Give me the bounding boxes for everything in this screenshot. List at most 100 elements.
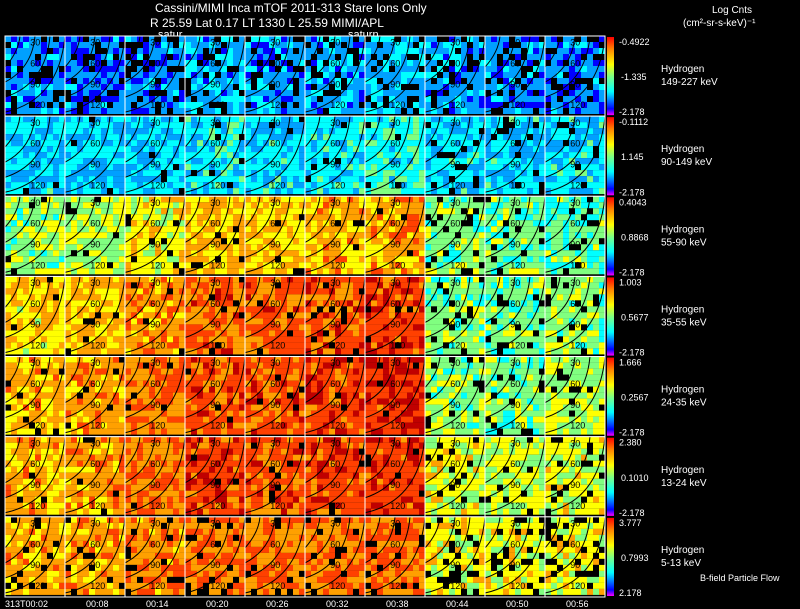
pixel	[317, 214, 323, 221]
pixel	[209, 226, 215, 233]
pixel	[581, 176, 587, 183]
pixel	[131, 250, 137, 257]
pixel	[35, 152, 41, 159]
pixel	[35, 196, 41, 203]
pixel	[17, 102, 23, 108]
pixel	[581, 152, 587, 159]
pitch-angle-contour	[4, 196, 36, 243]
pixel	[179, 348, 185, 355]
pixel	[113, 238, 119, 245]
pixel	[587, 182, 593, 189]
pixel	[293, 90, 299, 96]
pixel	[149, 54, 155, 60]
contour-label: 60	[150, 59, 160, 69]
pixel	[35, 202, 41, 209]
pixel	[155, 306, 161, 313]
pixel	[161, 72, 167, 78]
pixel	[59, 122, 65, 129]
pixel	[551, 42, 557, 48]
pixel	[539, 262, 545, 269]
pixel	[491, 226, 497, 233]
pixel	[149, 146, 155, 153]
pixel	[137, 164, 143, 171]
pixel	[317, 256, 323, 263]
pixel	[107, 288, 113, 295]
pixel	[251, 42, 257, 48]
pixel	[389, 72, 395, 78]
pixel	[35, 324, 41, 331]
contour-label: 120	[330, 100, 345, 110]
pitch-angle-contour	[544, 116, 591, 178]
pixel	[497, 244, 503, 251]
pitch-angle-contour	[124, 35, 186, 113]
pixel	[311, 288, 317, 295]
pixel	[443, 78, 449, 84]
pixel	[515, 96, 521, 102]
pixel	[77, 282, 83, 289]
pixel	[359, 250, 365, 257]
pixel	[23, 78, 29, 84]
pixel	[179, 196, 185, 203]
pixel	[287, 244, 293, 251]
pixel	[275, 262, 281, 269]
pixel	[395, 140, 401, 147]
pixel	[263, 208, 269, 215]
pitch-angle-contour	[184, 35, 216, 83]
pixel	[515, 42, 521, 48]
pixel	[113, 250, 119, 257]
pixel	[71, 134, 77, 141]
pixel	[335, 90, 341, 96]
pixel	[431, 182, 437, 189]
pixel	[581, 158, 587, 165]
pixel	[593, 116, 599, 123]
pixel	[479, 48, 485, 54]
pixel	[365, 96, 371, 102]
pixel	[413, 188, 419, 195]
pixel	[425, 256, 431, 263]
pixel	[497, 226, 503, 233]
pixel	[389, 146, 395, 153]
pixel	[95, 282, 101, 289]
pixel	[167, 256, 173, 263]
pixel	[131, 262, 137, 269]
pixel	[17, 256, 23, 263]
pixel	[89, 122, 95, 129]
pixel	[581, 102, 587, 108]
pixel	[323, 282, 329, 289]
pixel	[47, 170, 53, 177]
pixel	[263, 282, 269, 289]
pixel	[179, 78, 185, 84]
pixel	[257, 176, 263, 183]
pixel	[35, 262, 41, 269]
pixel	[137, 306, 143, 313]
pixel	[125, 276, 131, 283]
pixel	[467, 78, 473, 84]
pixel	[113, 232, 119, 239]
pixel	[299, 188, 305, 195]
pixel	[185, 226, 191, 233]
pixel	[509, 134, 515, 141]
pixel	[275, 164, 281, 171]
pixel	[251, 330, 257, 337]
pixel	[107, 348, 113, 355]
pixel	[311, 300, 317, 307]
pixel	[305, 48, 311, 54]
pixel	[65, 102, 71, 108]
pixel	[437, 176, 443, 183]
pixel	[533, 78, 539, 84]
pixel	[197, 122, 203, 129]
pixel	[35, 276, 41, 283]
pixel	[227, 342, 233, 349]
pixel	[215, 288, 221, 295]
pitch-angle-contour	[124, 276, 156, 323]
pixel	[191, 336, 197, 343]
pixel	[275, 214, 281, 221]
pixel	[17, 250, 23, 257]
pixel	[305, 134, 311, 141]
pixel	[137, 122, 143, 129]
pixel	[389, 96, 395, 102]
pixel	[83, 134, 89, 141]
pixel	[389, 108, 395, 114]
pixel	[485, 116, 491, 123]
pixel	[599, 90, 605, 96]
